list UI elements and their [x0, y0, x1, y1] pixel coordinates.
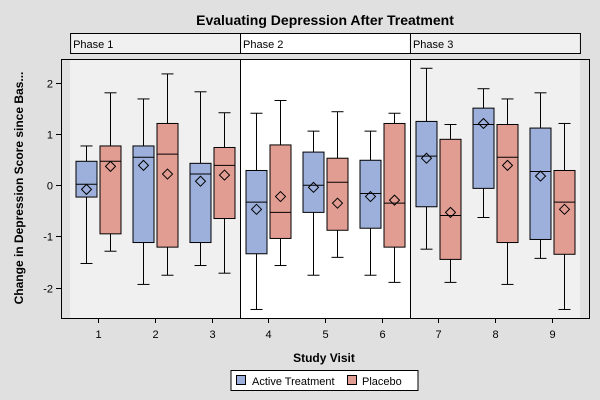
phase-label-2: Phase 2	[243, 39, 283, 51]
box-iqr	[326, 157, 349, 231]
box-iqr	[472, 107, 495, 189]
x-tick-label: 2	[152, 329, 158, 341]
phase-label-1: Phase 1	[73, 39, 113, 51]
box-active-treatment-visit-6	[359, 130, 382, 276]
mean-marker	[420, 152, 433, 164]
box-iqr	[439, 138, 462, 260]
mean-marker	[388, 194, 401, 206]
x-axis: 1 2 3 4 5 6 7 8 9	[95, 318, 556, 341]
phase-wall-1	[70, 59, 241, 318]
box-placebo-visit-1	[99, 92, 122, 252]
legend-swatch-placebo	[347, 375, 357, 385]
legend-frame	[230, 370, 419, 391]
box-iqr	[553, 169, 576, 255]
x-tick-label: 4	[265, 329, 271, 341]
box-active-treatment-visit-5	[302, 130, 325, 276]
legend: Active Treatment Placebo	[230, 370, 419, 391]
mean-marker	[477, 117, 490, 130]
mean-marker	[534, 170, 547, 182]
y-tick-label: 1	[47, 130, 53, 142]
x-tick-label: 7	[435, 329, 441, 341]
box-iqr	[383, 122, 406, 248]
mean-marker	[558, 203, 571, 216]
box-iqr	[75, 160, 98, 198]
mean-marker	[364, 190, 377, 203]
mean-marker	[274, 190, 287, 203]
box-placebo-visit-9	[553, 122, 576, 310]
box-active-treatment-visit-4	[245, 112, 268, 310]
x-tick-label: 3	[209, 329, 215, 341]
box-placebo-visit-8	[496, 98, 519, 285]
box-iqr	[529, 127, 552, 240]
box-active-treatment-visit-7	[415, 67, 438, 250]
phase-header: Phase 1 Phase 2 Phase 3	[70, 33, 581, 54]
mean-marker	[104, 160, 117, 173]
mean-marker	[137, 159, 150, 172]
x-axis-title: Study Visit	[293, 351, 355, 365]
box-placebo-visit-6	[383, 112, 406, 283]
y-tick-label: -1	[43, 232, 53, 244]
box-iqr	[245, 169, 268, 255]
mean-marker	[307, 181, 320, 194]
legend-swatch-active-treatment	[236, 375, 246, 385]
box-iqr	[359, 159, 382, 229]
mean-marker	[194, 175, 207, 187]
mean-marker	[218, 169, 231, 181]
mean-marker	[250, 203, 263, 216]
y-tick-label: 0	[47, 181, 53, 193]
box-placebo-visit-4	[269, 99, 292, 267]
mean-marker	[161, 168, 174, 180]
box-iqr	[496, 123, 519, 244]
box-placebo-visit-5	[326, 111, 349, 258]
mean-marker	[331, 197, 344, 209]
box-iqr	[189, 162, 212, 244]
mean-marker	[501, 159, 514, 172]
x-tick-label: 6	[379, 329, 385, 341]
mean-marker	[80, 183, 93, 196]
mean-marker	[444, 206, 457, 219]
phase-wall-2	[240, 59, 410, 318]
box-placebo-visit-2	[156, 73, 179, 276]
box-iqr	[156, 122, 179, 248]
phase-wall-3	[409, 59, 580, 318]
legend-label-placebo: Placebo	[362, 376, 402, 388]
phase-label-3: Phase 3	[413, 39, 453, 51]
phase-header-cell-3	[409, 33, 581, 54]
y-tick-label: -2	[43, 284, 53, 296]
legend-label-active-treatment: Active Treatment	[252, 376, 335, 388]
x-tick-label: 5	[322, 329, 328, 341]
y-axis-title: Change in Depression Score since Bas...	[12, 72, 26, 305]
box-iqr	[213, 146, 236, 220]
x-tick-label: 1	[95, 329, 101, 341]
box-active-treatment-visit-8	[472, 88, 495, 218]
plot-area	[70, 59, 580, 318]
box-iqr	[99, 145, 122, 235]
box-placebo-visit-3	[213, 112, 236, 274]
x-tick-label: 9	[549, 329, 555, 341]
y-axis: -2 -1 0 1 2	[43, 79, 61, 296]
box-iqr	[132, 145, 155, 244]
box-iqr	[415, 120, 438, 208]
box-marks	[75, 67, 576, 310]
box-active-treatment-visit-3	[189, 91, 212, 267]
box-placebo-visit-7	[439, 123, 462, 283]
box-active-treatment-visit-9	[529, 92, 552, 259]
x-tick-label: 8	[492, 329, 498, 341]
chart-title: Evaluating Depression After Treatment	[196, 12, 454, 28]
box-active-treatment-visit-1	[75, 145, 98, 264]
box-active-treatment-visit-2	[132, 98, 155, 285]
y-tick-label: 2	[47, 79, 53, 91]
